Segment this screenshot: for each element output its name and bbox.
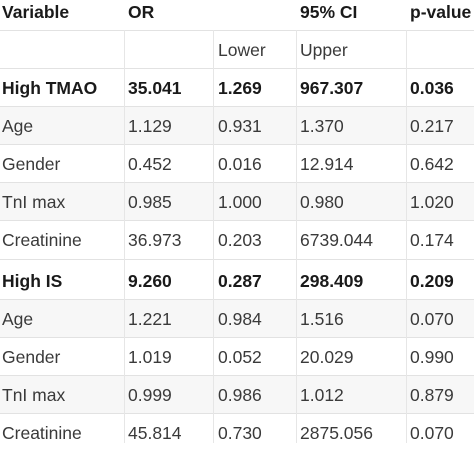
cell-p-value: 0.070 — [410, 309, 454, 329]
cell-or: 9.260 — [128, 271, 172, 291]
cell-p-value: 0.174 — [410, 230, 454, 250]
cell-or: 1.221 — [128, 309, 172, 329]
cell-or: 45.814 — [128, 423, 182, 443]
cell-variable: High TMAO — [2, 78, 98, 98]
cell-p-value: 0.217 — [410, 116, 454, 136]
cell-lower: 0.052 — [218, 347, 262, 367]
subheader-empty-p — [410, 31, 474, 69]
cell-upper: 20.029 — [300, 347, 354, 367]
cell-variable: Gender — [2, 347, 61, 367]
cell-p-value: 0.209 — [410, 271, 454, 291]
cell-lower: 0.931 — [218, 116, 262, 136]
table-row: High TMAO 35.041 1.269 967.307 0.036 — [0, 69, 474, 107]
cell-upper: 967.307 — [300, 78, 364, 98]
cell-variable: TnI max — [2, 192, 66, 212]
row-divider — [0, 375, 474, 376]
cell-lower: 0.730 — [218, 423, 262, 443]
cell-upper: 1.370 — [300, 116, 344, 136]
row-divider — [0, 220, 474, 221]
table-row: Age 1.221 0.984 1.516 0.070 — [0, 300, 474, 338]
cell-p-value: 0.879 — [410, 385, 454, 405]
row-divider — [0, 144, 474, 145]
cell-lower: 0.016 — [218, 154, 262, 174]
cell-lower: 0.287 — [218, 271, 262, 291]
subheader-upper: Upper — [300, 40, 348, 60]
table-row: High IS 9.260 0.287 298.409 0.209 — [0, 262, 474, 300]
column-divider — [124, 30, 125, 443]
row-divider — [0, 30, 474, 31]
cell-lower: 0.984 — [218, 309, 262, 329]
row-divider — [0, 299, 474, 300]
cell-p-value: 1.020 — [410, 192, 454, 212]
cell-p-value: 0.990 — [410, 347, 454, 367]
subheader-empty-or — [128, 31, 216, 69]
cell-or: 0.985 — [128, 192, 172, 212]
table-header-row: Variable OR 95% CI p-value — [0, 0, 474, 31]
cell-or: 36.973 — [128, 230, 182, 250]
cell-variable: Age — [2, 309, 34, 329]
cell-lower: 0.203 — [218, 230, 262, 250]
table-row: TnI max 0.985 1.000 0.980 1.020 — [0, 183, 474, 221]
cell-upper: 1.012 — [300, 385, 344, 405]
subheader-empty-variable — [2, 31, 126, 69]
cell-variable: High IS — [2, 271, 63, 291]
cell-upper: 12.914 — [300, 154, 354, 174]
cell-upper: 6739.044 — [300, 230, 373, 250]
cell-variable: Creatinine — [2, 423, 82, 443]
cell-lower: 1.000 — [218, 192, 262, 212]
column-divider — [296, 30, 297, 443]
cell-or: 1.019 — [128, 347, 172, 367]
table-row: Age 1.129 0.931 1.370 0.217 — [0, 107, 474, 145]
table-row: Gender 1.019 0.052 20.029 0.990 — [0, 338, 474, 376]
cell-or: 35.041 — [128, 78, 182, 98]
table-row: Creatinine 45.814 0.730 2875.056 0.070 — [0, 414, 474, 452]
table-row: Gender 0.452 0.016 12.914 0.642 — [0, 145, 474, 183]
header-p-value: p-value — [410, 2, 472, 22]
row-divider — [0, 337, 474, 338]
cell-variable: Creatinine — [2, 230, 82, 250]
cell-upper: 0.980 — [300, 192, 344, 212]
header-variable: Variable — [2, 2, 70, 22]
cell-or: 0.452 — [128, 154, 172, 174]
cell-p-value: 0.070 — [410, 423, 454, 443]
cell-upper: 298.409 — [300, 271, 364, 291]
header-or: OR — [128, 2, 155, 22]
cell-upper: 2875.056 — [300, 423, 373, 443]
row-divider — [0, 182, 474, 183]
header-ci: 95% CI — [300, 2, 358, 22]
cell-or: 1.129 — [128, 116, 172, 136]
row-divider — [0, 413, 474, 414]
table-row: Creatinine 36.973 0.203 6739.044 0.174 — [0, 221, 474, 259]
cell-variable: Age — [2, 116, 34, 136]
subheader-lower: Lower — [218, 40, 266, 60]
cell-p-value: 0.642 — [410, 154, 454, 174]
row-divider — [0, 68, 474, 69]
cell-variable: Gender — [2, 154, 61, 174]
cell-or: 0.999 — [128, 385, 172, 405]
cell-upper: 1.516 — [300, 309, 344, 329]
cell-variable: TnI max — [2, 385, 66, 405]
row-divider — [0, 106, 474, 107]
cell-p-value: 0.036 — [410, 78, 454, 98]
cell-lower: 0.986 — [218, 385, 262, 405]
row-divider — [0, 259, 474, 260]
table-row: TnI max 0.999 0.986 1.012 0.879 — [0, 376, 474, 414]
cell-lower: 1.269 — [218, 78, 262, 98]
table-subheader-row: Lower Upper — [0, 31, 474, 68]
column-divider — [213, 30, 214, 443]
column-divider — [406, 30, 407, 443]
